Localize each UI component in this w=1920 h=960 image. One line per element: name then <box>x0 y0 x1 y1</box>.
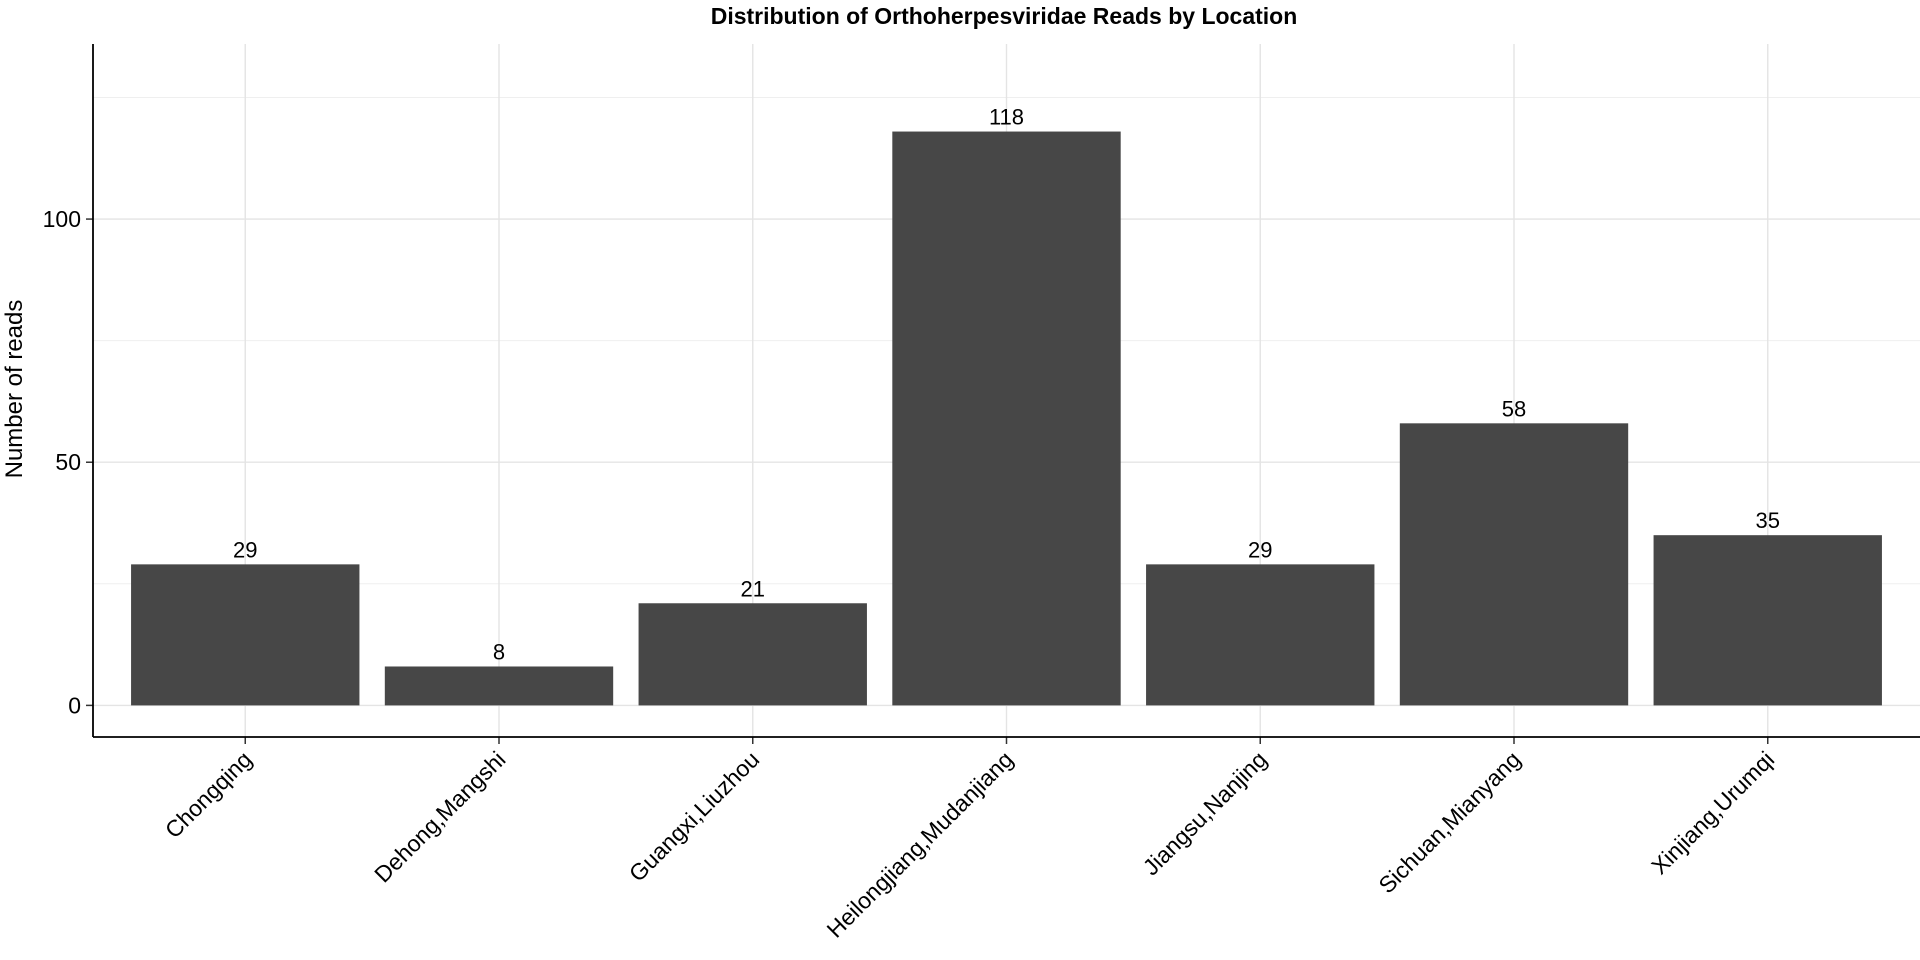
bar-value-label: 29 <box>1248 537 1272 562</box>
y-tick-label: 50 <box>55 449 81 475</box>
bar <box>1146 564 1375 706</box>
x-tick-label: Chongqing <box>160 746 257 843</box>
x-axis-ticks: Chongqing Dehong,Mangshi Guangxi,Liuzhou He… <box>160 737 1779 943</box>
axes <box>92 44 1920 738</box>
bar-value-label: 58 <box>1502 396 1526 421</box>
chart-title: Distribution of Orthoherpesviridae Reads… <box>711 3 1298 29</box>
bar <box>1399 423 1629 706</box>
x-tick-label: Jiangsu,Nanjing <box>1138 746 1272 880</box>
bar <box>638 603 867 706</box>
bar-value-label: 118 <box>989 105 1024 130</box>
y-axis-ticks: 0 50 100 <box>43 206 93 718</box>
x-tick-label: Sichuan,Mianyang <box>1373 746 1525 898</box>
y-tick-label: 0 <box>68 692 81 718</box>
bar <box>1653 535 1882 706</box>
bar-value-label: 21 <box>741 576 765 601</box>
bars <box>131 131 1882 706</box>
bar <box>131 564 360 706</box>
bar-value-label: 35 <box>1756 508 1780 533</box>
x-tick-label: Xinjiang,Urumqi <box>1646 746 1779 879</box>
value-labels: 29 8 21 118 29 58 35 <box>233 105 1780 665</box>
bar-value-label: 29 <box>233 537 257 562</box>
x-tick-label: Heilongjiang,Mudanjiang <box>822 746 1019 943</box>
y-tick-label: 100 <box>43 206 81 232</box>
x-tick-label: Guangxi,Liuzhou <box>624 746 764 886</box>
x-tick-label: Dehong,Mangshi <box>369 746 510 887</box>
bar <box>892 131 1121 706</box>
y-axis-label: Number of reads <box>1 300 28 479</box>
bar <box>384 666 614 706</box>
bar-value-label: 8 <box>493 639 505 664</box>
